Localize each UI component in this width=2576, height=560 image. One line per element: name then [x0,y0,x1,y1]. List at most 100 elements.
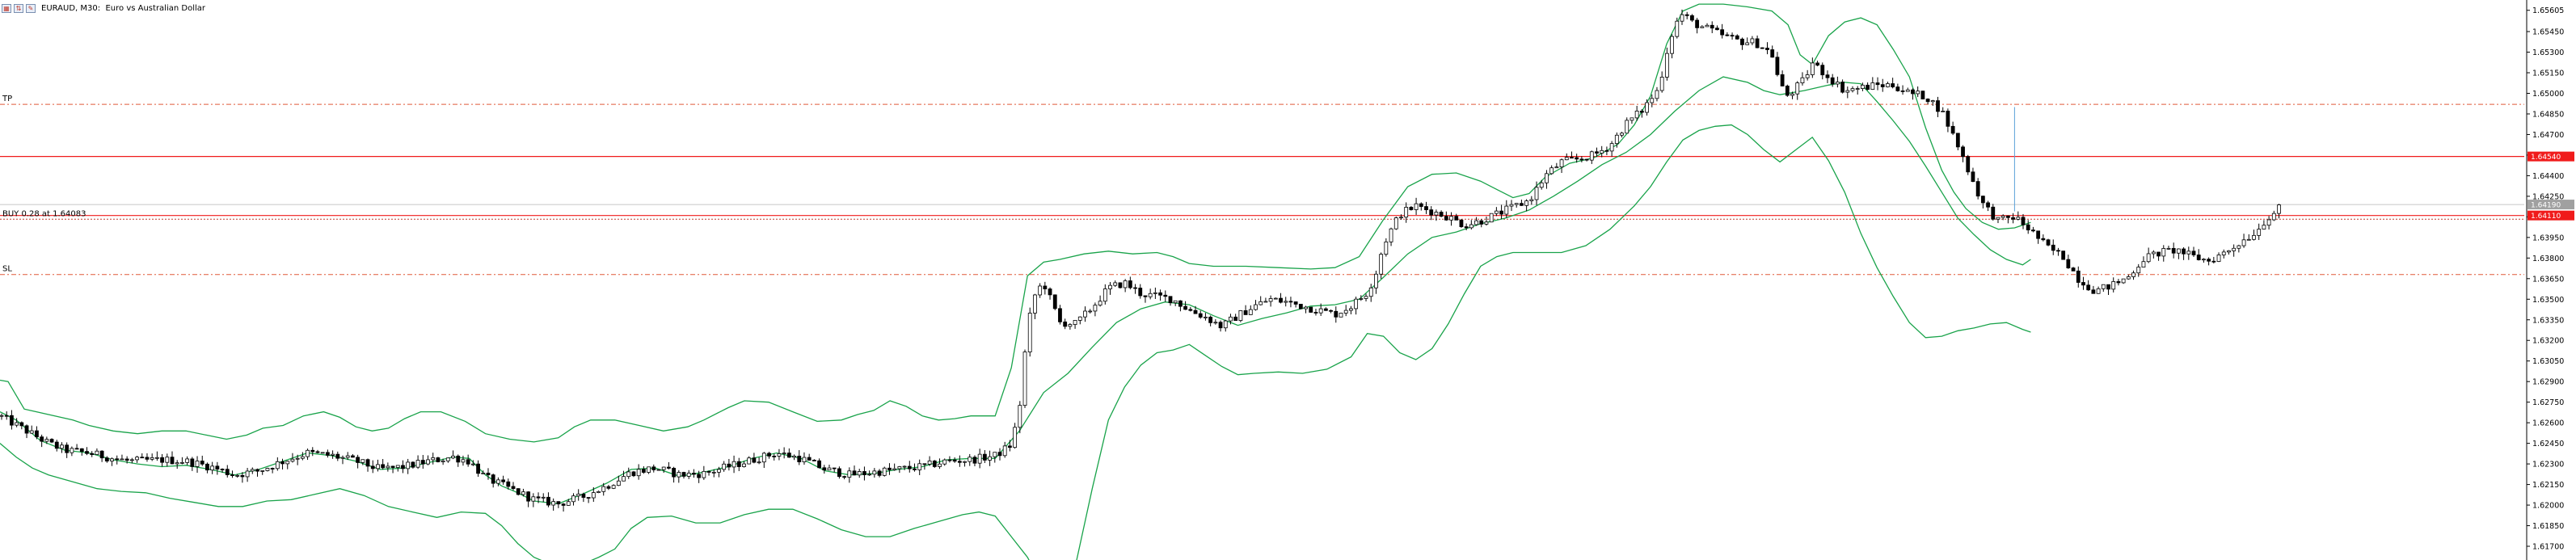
candle-body [1218,322,1223,329]
candle-body [2151,251,2156,255]
candle-body [952,459,957,462]
candle-body [110,458,114,461]
candle-body [777,453,782,457]
candle-body [2176,248,2181,254]
candle-body [752,457,757,463]
candle-body [2271,213,2276,221]
candle-body [2196,255,2201,260]
price-tick-label: 1.62600 [2532,419,2564,428]
candle-body [666,466,671,469]
candle-body [1790,93,1794,96]
candle-body [220,469,225,470]
candle-body [15,422,19,426]
candle-body [1780,74,1785,86]
candle-body [1368,287,1373,297]
band-lower [0,124,2031,560]
chart-window-icon[interactable]: ▦ [2,3,11,13]
candle-body [1093,305,1098,312]
candle-body [1895,86,1900,91]
candle-body [1027,313,1032,352]
candle-body [887,467,892,470]
candle-body [1163,294,1168,297]
price-tick-label: 1.62300 [2532,461,2564,469]
candle-body [601,486,606,492]
candle-body [1866,84,1870,90]
candle-body [681,472,686,477]
candle-body [2182,248,2186,255]
candle-body [2277,204,2281,214]
candle-body [988,456,992,461]
candle-body [401,465,405,469]
candle-body [165,457,170,463]
candle-body [1575,157,1579,160]
candle-body [2232,247,2237,251]
price-tick-label: 1.62000 [2532,502,2564,511]
candle-body [1143,295,1148,297]
candle-body [2252,234,2256,240]
candle-body [1248,309,1253,315]
price-tick-label: 1.64250 [2532,192,2564,201]
candle-body [2262,225,2266,229]
candle-body [356,457,360,463]
candle-body [942,459,947,465]
candle-body [1845,90,1850,93]
candle-body [1675,20,1680,37]
candle-body [1655,90,1659,99]
candle-body [190,458,195,467]
candle-body [10,415,14,426]
candle-body [1313,312,1318,314]
candle-body [1825,74,1830,78]
levels-layer [0,103,2524,276]
candle-body [245,470,250,478]
candle-body [1128,280,1132,288]
candle-body [1474,220,1478,225]
candle-body [616,480,621,486]
candle-body [968,457,972,462]
candle-body [1479,220,1484,225]
candle-body [2121,278,2126,284]
candle-body [1178,300,1183,307]
candle-body [1193,309,1198,314]
candle-body [1870,82,1875,90]
candle-body [2207,259,2211,262]
candle-body [1715,27,1719,31]
candle-body [255,469,259,472]
candle-body [1830,77,1835,85]
candle-body [1293,301,1298,305]
trade-panel-icon[interactable]: ⇅ [14,3,23,13]
candle-body [541,496,546,499]
candle-body [1254,304,1258,310]
candle-body [1735,35,1739,40]
candle-body [622,476,626,482]
candle-body [1073,320,1077,326]
candle-body [1509,204,1514,207]
candle-body [722,463,727,470]
candle-body [1750,38,1755,44]
candle-body [1268,298,1273,302]
candle-body [2046,239,2051,246]
candle-body [581,493,586,498]
position-label: BUY 0.28 at 1.64083 [2,209,86,218]
candle-body [1499,210,1503,215]
candle-body [115,458,120,461]
candle-body [1875,82,1880,86]
candle-body [265,468,270,471]
current-price-tag: 1.64190 [2531,202,2561,210]
candle-body [1033,294,1037,314]
candle-body [727,463,731,468]
price-tick-label: 1.61850 [2532,522,2564,531]
candle-body [1068,324,1073,327]
band-upper [0,3,2031,443]
candle-body [1620,133,1624,136]
candle-body [4,415,9,417]
price-axis[interactable]: 1.65605 1.65450 1.65300 1.65150 1.65000 1.648… [2526,0,2574,560]
candle-body [711,471,716,474]
edit-icon[interactable]: ✎ [26,3,36,13]
candle-body [2036,230,2041,239]
candle-body [1108,284,1112,289]
candle-body [1916,91,1920,95]
candle-body [526,491,531,502]
candle-body [2126,276,2131,280]
candle-body [1002,445,1007,457]
